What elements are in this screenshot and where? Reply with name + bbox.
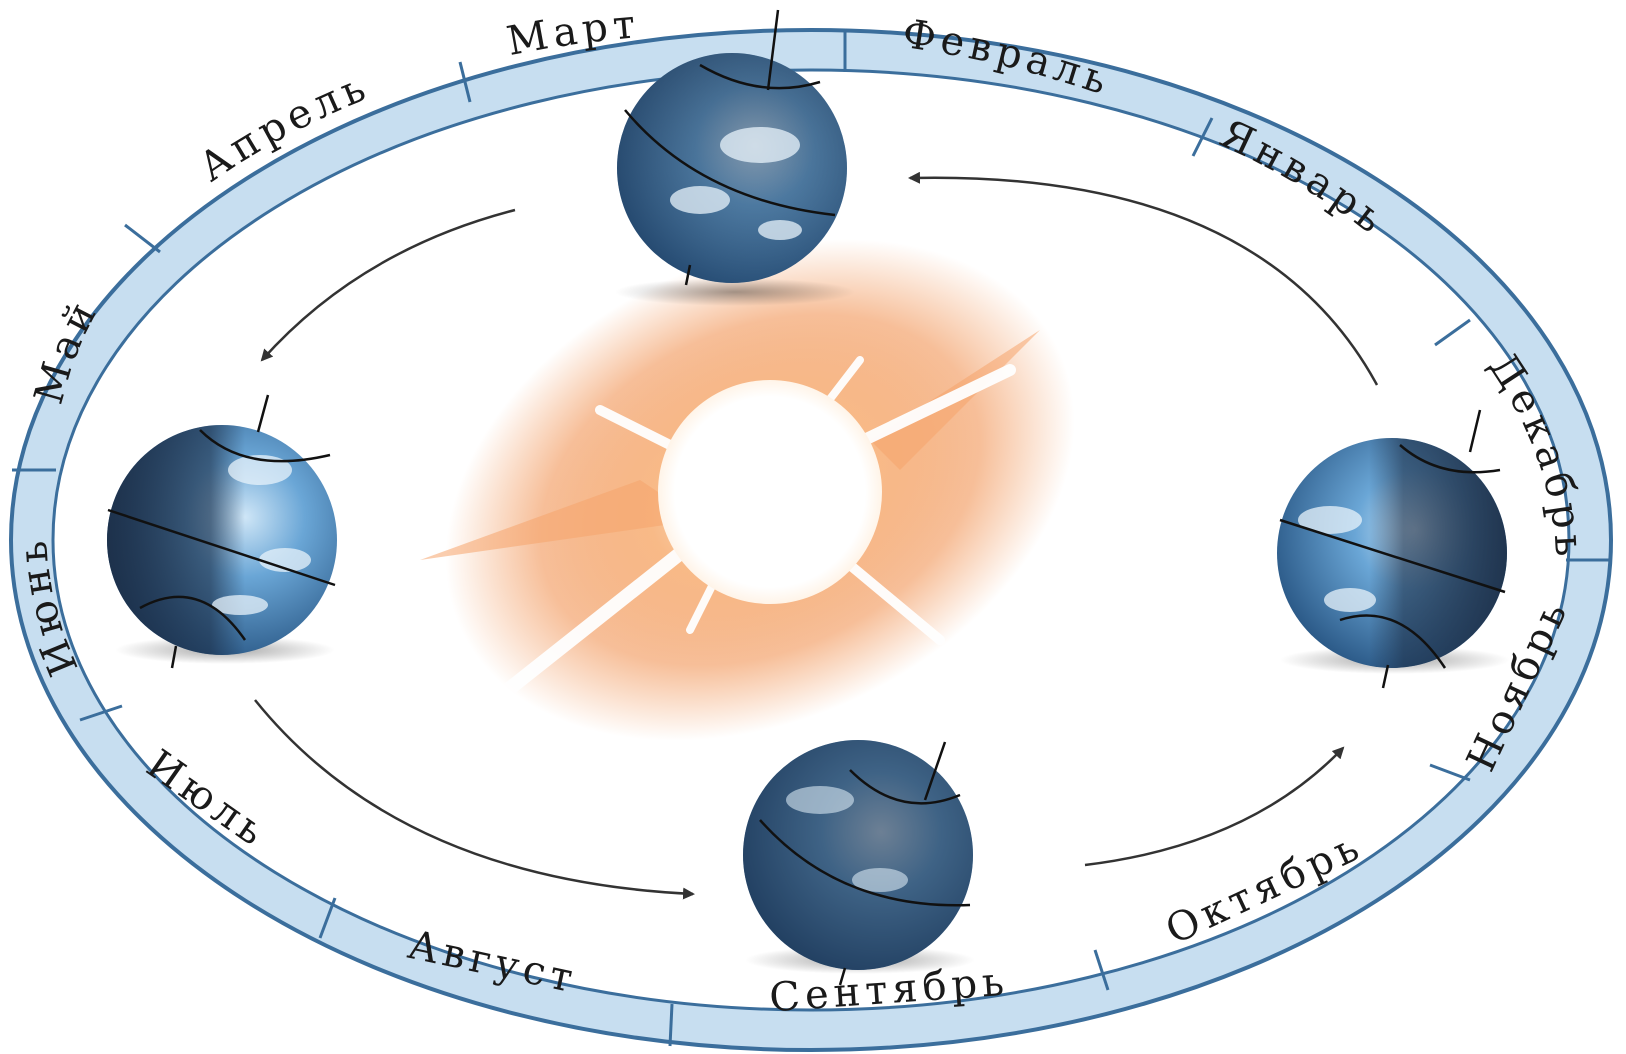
curved-arrow-icon [1084, 746, 1345, 867]
orbit-arrows [254, 171, 1379, 900]
curved-arrow-icon [908, 171, 1379, 386]
sun-icon [420, 239, 1075, 741]
curved-arrow-icon [260, 208, 516, 362]
earth-globe-icon [1277, 409, 1510, 689]
month-dividers [12, 30, 1611, 1047]
earth-globe-icon [743, 740, 975, 986]
curved-arrow-icon [254, 699, 695, 900]
earth-globe-icon [615, 9, 855, 306]
earth-globe-icon [107, 394, 337, 669]
